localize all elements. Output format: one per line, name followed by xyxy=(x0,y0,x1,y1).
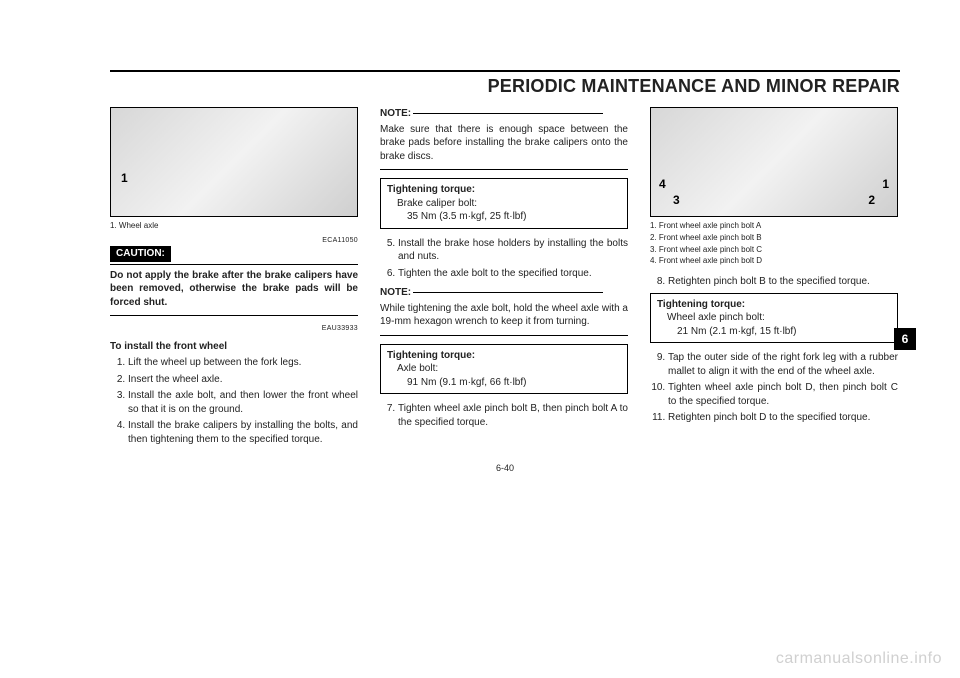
note-rule xyxy=(413,113,603,114)
figure-pinch-bolts: 1 2 3 4 xyxy=(650,107,898,217)
figure-caption: 3. Front wheel axle pinch bolt C xyxy=(650,245,898,256)
torque-val: 35 Nm (3.5 m·kgf, 25 ft·lbf) xyxy=(387,210,621,224)
torque-sub: Brake caliper bolt: xyxy=(387,197,621,211)
content-columns: 1 1. Wheel axle ECA11050 CAUTION: Do not… xyxy=(110,107,900,449)
torque-box-3: Tightening torque: Wheel axle pinch bolt… xyxy=(650,293,898,344)
list-item: Install the axle bolt, and then lower th… xyxy=(128,389,358,416)
list-item: Tap the outer side of the right fork leg… xyxy=(668,351,898,378)
header-rule xyxy=(110,70,900,72)
figure-caption: 1. Wheel axle xyxy=(110,221,358,232)
steps-9-11: Tap the outer side of the right fork leg… xyxy=(650,351,898,425)
note-line-2: NOTE: xyxy=(380,286,628,300)
note-label-2: NOTE: xyxy=(380,287,411,298)
step-8: Retighten pinch bolt B to the specified … xyxy=(650,275,898,289)
list-item: Insert the wheel axle. xyxy=(128,373,358,387)
figure-marker-3: 3 xyxy=(673,192,680,208)
list-item: Retighten pinch bolt B to the specified … xyxy=(668,275,898,289)
steps-5-6: Install the brake hose holders by instal… xyxy=(380,237,628,281)
list-item: Install the brake calipers by installing… xyxy=(128,419,358,446)
note-end-rule-2 xyxy=(380,335,628,336)
torque-sub-3: Wheel axle pinch bolt: xyxy=(657,311,891,325)
caution-rule xyxy=(110,264,358,265)
list-item: Tighten wheel axle pinch bolt B, then pi… xyxy=(398,402,628,429)
caution-label: CAUTION: xyxy=(110,246,171,262)
watermark: carmanualsonline.info xyxy=(776,650,942,668)
list-item: Tighten wheel axle pinch bolt D, then pi… xyxy=(668,381,898,408)
figure-marker-2: 2 xyxy=(868,192,875,208)
torque-title-3: Tightening torque: xyxy=(657,298,891,312)
torque-box-2: Tightening torque: Axle bolt: 91 Nm (9.1… xyxy=(380,344,628,395)
ref-code: ECA11050 xyxy=(110,236,358,245)
column-3: 1 2 3 4 1. Front wheel axle pinch bolt A… xyxy=(650,107,898,449)
torque-title: Tightening torque: xyxy=(387,183,621,197)
figure-caption: 4. Front wheel axle pinch bolt D xyxy=(650,256,898,267)
figure-marker-1: 1 xyxy=(121,170,128,186)
figure-marker-4: 4 xyxy=(659,176,666,192)
ref-code-2: EAU33933 xyxy=(110,324,358,333)
list-item: Install the brake hose holders by instal… xyxy=(398,237,628,264)
list-item: Retighten pinch bolt D to the specified … xyxy=(668,411,898,425)
list-item: Tighten the axle bolt to the specified t… xyxy=(398,267,628,281)
install-steps: Lift the wheel up between the fork legs.… xyxy=(110,356,358,446)
note-rule-2 xyxy=(413,292,603,293)
step-7: Tighten wheel axle pinch bolt B, then pi… xyxy=(380,402,628,429)
torque-val-2: 91 Nm (9.1 m·kgf, 66 ft·lbf) xyxy=(387,376,621,390)
figure-marker-1: 1 xyxy=(882,176,889,192)
figure-captions: 1. Front wheel axle pinch bolt A 2. Fron… xyxy=(650,221,898,267)
caution-end-rule xyxy=(110,315,358,316)
torque-title-2: Tightening torque: xyxy=(387,349,621,363)
figure-caption: 1. Front wheel axle pinch bolt A xyxy=(650,221,898,232)
page-number: 6-40 xyxy=(110,463,900,473)
torque-sub-2: Axle bolt: xyxy=(387,362,621,376)
figure-wheel-axle: 1 xyxy=(110,107,358,217)
manual-page: PERIODIC MAINTENANCE AND MINOR REPAIR 1 … xyxy=(0,0,960,678)
section-heading: To install the front wheel xyxy=(110,340,358,354)
note-text: Make sure that there is enough space bet… xyxy=(380,123,628,164)
caution-text: Do not apply the brake after the brake c… xyxy=(110,269,358,310)
note-label: NOTE: xyxy=(380,108,411,119)
note-text-2: While tightening the axle bolt, hold the… xyxy=(380,302,628,329)
column-1: 1 1. Wheel axle ECA11050 CAUTION: Do not… xyxy=(110,107,358,449)
column-2: NOTE: Make sure that there is enough spa… xyxy=(380,107,628,449)
note-end-rule xyxy=(380,169,628,170)
torque-val-3: 21 Nm (2.1 m·kgf, 15 ft·lbf) xyxy=(657,325,891,339)
torque-box-1: Tightening torque: Brake caliper bolt: 3… xyxy=(380,178,628,229)
section-thumb-tab: 6 xyxy=(894,328,916,350)
list-item: Lift the wheel up between the fork legs. xyxy=(128,356,358,370)
figure-caption: 2. Front wheel axle pinch bolt B xyxy=(650,233,898,244)
page-title: PERIODIC MAINTENANCE AND MINOR REPAIR xyxy=(110,76,900,97)
note-line: NOTE: xyxy=(380,107,628,121)
